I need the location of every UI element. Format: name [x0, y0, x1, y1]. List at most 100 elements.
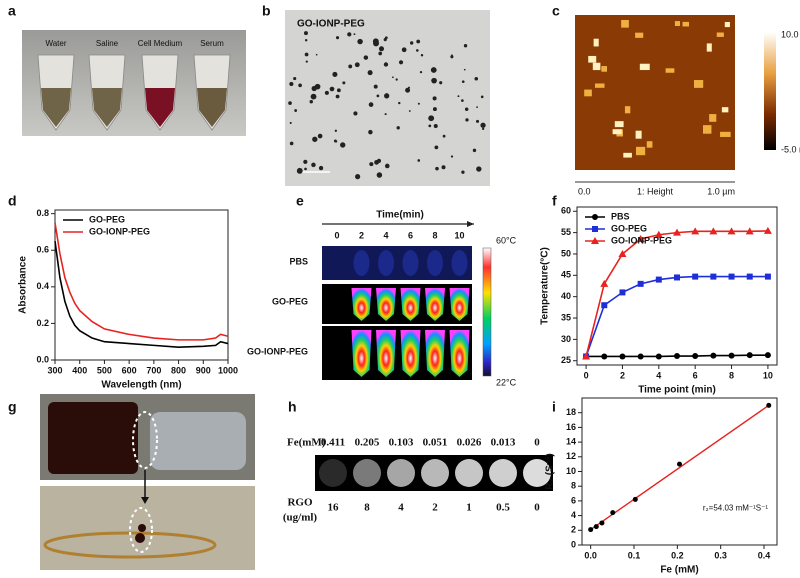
rgo-value: 4 [398, 502, 404, 514]
nanoparticle [428, 124, 432, 128]
legend-label: GO-IONP-PEG [89, 226, 150, 236]
thermal-spot [449, 288, 470, 321]
x-tick-label: 2 [620, 370, 625, 380]
nanoparticle [354, 62, 360, 68]
nanoparticle [408, 110, 411, 112]
nanoparticle [376, 172, 383, 178]
marker [592, 226, 598, 232]
tube-label: Saline [96, 39, 119, 48]
y-tick-label: 18 [566, 407, 576, 417]
row-label: GO-PEG [272, 296, 308, 306]
afm-feature [693, 80, 704, 88]
tube-liquid [197, 88, 227, 127]
nanoparticle [309, 99, 313, 104]
nanoparticle [289, 141, 294, 146]
y-axis-label: Absorbance [18, 256, 29, 314]
afm-feature [703, 125, 712, 134]
y-tick-label: 2 [571, 525, 576, 535]
nanoparticle [461, 80, 465, 84]
marker [692, 353, 699, 360]
nanoparticle [332, 71, 338, 77]
magnet [150, 412, 246, 470]
panel-label: i [552, 399, 556, 415]
nanoparticle [312, 136, 318, 142]
y-tick-label: 0.6 [36, 245, 49, 255]
x-tick-label: 300 [47, 365, 62, 375]
thermal-spot [376, 288, 396, 321]
nanoparticle [311, 162, 316, 168]
thermal-spot [376, 330, 396, 377]
nanoparticle [472, 148, 477, 153]
thermal-spot [449, 330, 470, 377]
legend-label: GO-PEG [611, 223, 647, 233]
mri-sample [353, 459, 381, 487]
nanoparticle [289, 121, 292, 124]
nanoparticle [457, 95, 460, 98]
nanoparticle [398, 101, 401, 105]
nanoparticle [430, 67, 437, 73]
nanoparticle [289, 81, 294, 87]
nanoparticle [296, 167, 303, 174]
thermal-spot [425, 288, 445, 321]
nanoparticle [480, 122, 486, 128]
rgo-value: 8 [364, 502, 370, 514]
nanoparticle [348, 64, 353, 69]
afm-feature [709, 114, 717, 122]
thermal-spot [353, 250, 370, 276]
marker [619, 289, 626, 296]
nanoparticle [416, 39, 421, 44]
marker [600, 279, 609, 287]
thermal-spot [400, 288, 421, 321]
row-label: GO-IONP-PEG [247, 346, 308, 356]
tube-label: Serum [200, 39, 224, 48]
nanoparticle [304, 52, 309, 57]
afm-feature [635, 32, 644, 38]
x-tick-label: 700 [146, 365, 161, 375]
nanoparticle [433, 124, 438, 129]
nanoparticle [378, 51, 383, 56]
series-line [54, 240, 229, 348]
axis-title: Time(min) [376, 210, 424, 221]
thermal-spot [425, 330, 445, 377]
marker [655, 353, 662, 360]
nanoparticle [396, 126, 400, 130]
mri-sample [523, 459, 551, 487]
thermal-spot [451, 250, 468, 276]
legend-label: GO-IONP-PEG [611, 235, 672, 245]
marker [618, 249, 627, 257]
time-label: 10 [454, 230, 464, 240]
x-axis-label: Fe (mM) [660, 565, 698, 576]
nanoparticle [314, 83, 321, 90]
fe-value: 0.411 [321, 437, 345, 449]
afm-feature [646, 141, 653, 148]
marker [654, 230, 663, 238]
afm-feature [594, 83, 605, 88]
rgo-value: 16 [328, 502, 340, 514]
afm-feature [601, 66, 608, 72]
nanoparticle [340, 142, 346, 148]
y-tick-label: 55 [561, 227, 571, 237]
point [588, 527, 594, 533]
nanoparticle [294, 109, 298, 112]
x-tick-label: 900 [196, 365, 211, 375]
panel-label: c [552, 3, 560, 19]
marker [709, 227, 718, 235]
nanoparticle [332, 87, 335, 90]
nanoparticle [392, 76, 394, 79]
mri-sample [319, 459, 347, 487]
afm-feature [682, 21, 690, 27]
marker [637, 280, 644, 287]
afm-feature [716, 32, 724, 37]
nanoparticle [439, 81, 443, 85]
nanoparticle [342, 81, 346, 85]
panel-label: h [288, 399, 297, 415]
row-label: RGO [287, 497, 313, 509]
plot-frame [54, 209, 229, 361]
afm-feature [721, 107, 729, 113]
x-tick-label: 400 [72, 365, 87, 375]
nanoparticle [465, 118, 469, 122]
color-bar [764, 32, 776, 150]
nanoparticle [395, 78, 398, 81]
arrow-head [141, 497, 149, 504]
